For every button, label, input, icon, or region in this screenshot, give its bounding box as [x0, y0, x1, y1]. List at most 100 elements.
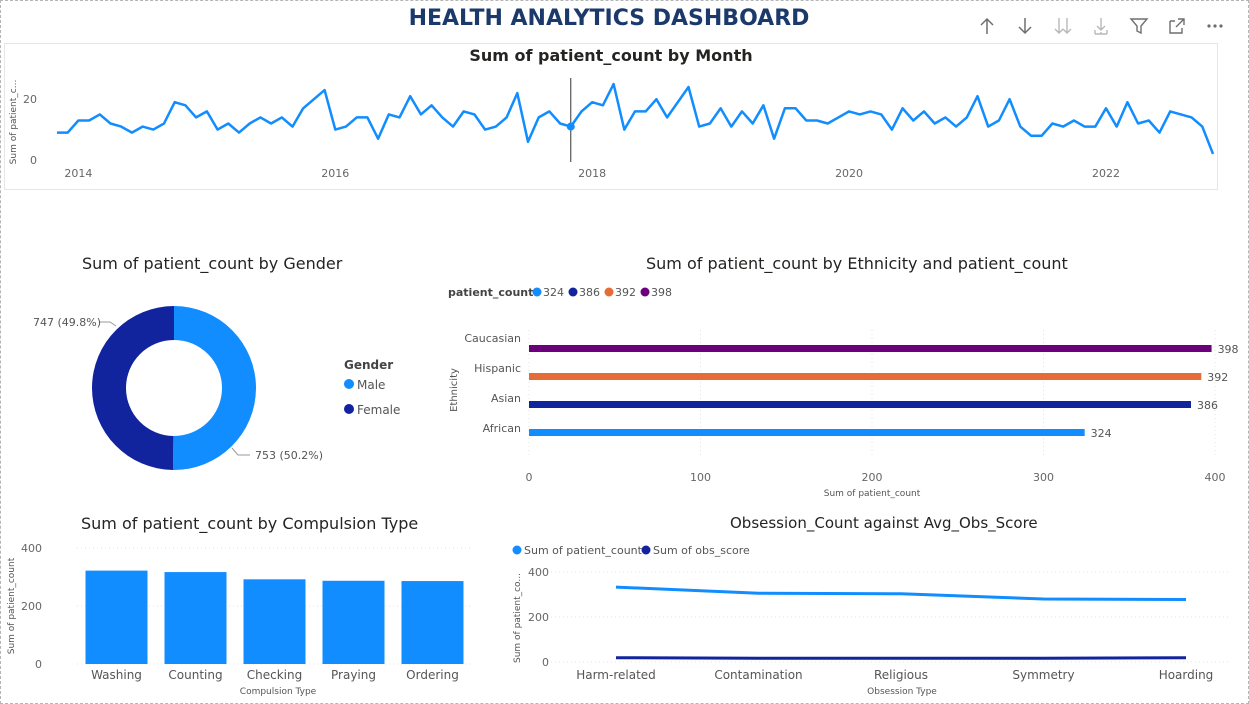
obsession-category-label: Symmetry	[1012, 668, 1074, 682]
compulsion-bar-counting	[164, 572, 227, 664]
month-chart[interactable]: Sum of patient_count by Month Sum of pat…	[4, 43, 1218, 190]
ethnicity-bar-asian	[529, 401, 1191, 408]
filter-icon[interactable]	[1120, 12, 1158, 40]
compulsion-chart-title: Sum of patient_count by Compulsion Type	[81, 514, 419, 533]
compulsion-category-label: Washing	[91, 668, 142, 682]
compulsion-x-axis-label: Compulsion Type	[240, 687, 317, 697]
more-options-icon[interactable]	[1196, 12, 1234, 40]
obsession-legend-marker	[641, 545, 651, 555]
ethnicity-chart-plot: patient_count 324 386 392 398 0 100 200 300 400 Su…	[448, 286, 1239, 499]
ethnicity-chart-title: Sum of patient_count by Ethnicity and pa…	[646, 254, 1068, 273]
compulsion-y-tick-label: 0	[35, 658, 42, 671]
ethnicity-x-tick-label: 400	[1205, 471, 1226, 484]
gender-legend-marker	[344, 379, 354, 389]
ethnicity-legend-label: 324	[543, 286, 564, 299]
month-x-tick-label: 2016	[321, 167, 349, 180]
gender-chart[interactable]: Sum of patient_count by Gender 753 (50.2…	[20, 250, 420, 490]
ethnicity-x-tick-label: 0	[526, 471, 533, 484]
ethnicity-data-label: 324	[1091, 427, 1112, 440]
obsession-series-line-1	[615, 656, 1187, 660]
month-x-tick-label: 2014	[64, 167, 92, 180]
month-y-axis-label: Sum of patient_c...	[9, 80, 19, 165]
compulsion-category-label: Praying	[331, 668, 376, 682]
ethnicity-legend-label: 392	[615, 286, 636, 299]
ethnicity-legend-marker	[604, 287, 614, 297]
obsession-chart-title: Obsession_Count against Avg_Obs_Score	[730, 514, 1038, 532]
compulsion-category-label: Ordering	[406, 668, 459, 682]
month-chart-plot: Sum of patient_c... 0 20 2014 2016 2018 2020 20…	[9, 78, 1215, 180]
ethnicity-legend-marker	[640, 287, 650, 297]
obsession-legend-label: Sum of obs_score	[653, 544, 750, 557]
obsession-y-axis-label: Sum of patient_co...	[513, 573, 523, 663]
month-x-tick-label: 2020	[835, 167, 863, 180]
ethnicity-x-tick-label: 100	[690, 471, 711, 484]
obsession-series-line-0	[615, 585, 1187, 601]
ethnicity-category-label: Hispanic	[474, 362, 521, 375]
month-y-tick-label: 20	[23, 93, 37, 106]
ethnicity-x-axis-label: Sum of patient_count	[824, 489, 921, 499]
compulsion-chart-plot: Sum of patient_count 0 200 400 Washing Counti…	[7, 542, 472, 697]
compulsion-category-label: Counting	[168, 668, 222, 682]
gender-slice-female	[92, 306, 174, 470]
compulsion-chart[interactable]: Sum of patient_count by Compulsion Type …	[4, 510, 494, 700]
month-x-tick-label: 2018	[578, 167, 606, 180]
obsession-category-label: Contamination	[714, 668, 802, 682]
gender-leader-line	[231, 447, 250, 456]
compulsion-y-axis-label: Sum of patient_count	[7, 557, 17, 654]
ethnicity-data-label: 386	[1197, 399, 1218, 412]
gender-legend-label: Male	[357, 378, 385, 392]
obsession-chart[interactable]: Obsession_Count against Avg_Obs_Score Su…	[505, 510, 1240, 700]
ethnicity-bar-hispanic	[529, 373, 1202, 380]
gender-legend-label: Female	[357, 403, 400, 417]
compulsion-bar-ordering	[401, 581, 464, 664]
gender-chart-plot: 753 (50.2%) 747 (49.8%) Gender Male Female	[33, 306, 400, 470]
ethnicity-legend-marker	[532, 287, 542, 297]
gender-legend-title: Gender	[344, 358, 393, 372]
ethnicity-x-tick-label: 300	[1033, 471, 1054, 484]
month-x-tick-label: 2022	[1092, 167, 1120, 180]
arrow-down-icon[interactable]	[1006, 12, 1044, 40]
ethnicity-category-label: Asian	[491, 392, 521, 405]
ethnicity-legend-label: 398	[651, 286, 672, 299]
obsession-category-label: Hoarding	[1159, 668, 1214, 682]
compulsion-bar-washing	[85, 570, 148, 664]
gender-slice-male	[172, 306, 257, 470]
obsession-category-label: Religious	[874, 668, 928, 682]
month-series-line	[57, 82, 1215, 155]
gender-data-label-male: 753 (50.2%)	[255, 449, 323, 462]
ethnicity-x-tick-label: 200	[862, 471, 883, 484]
gender-leader-line	[100, 321, 117, 327]
visual-toolbar	[968, 12, 1234, 40]
obsession-legend-marker	[512, 545, 522, 555]
gender-legend-marker	[344, 404, 354, 414]
ethnicity-y-axis-label: Ethnicity	[449, 368, 460, 412]
ethnicity-legend-title: patient_count	[448, 286, 533, 299]
arrow-up-icon[interactable]	[968, 12, 1006, 40]
double-arrow-down-icon[interactable]	[1044, 12, 1082, 40]
gender-chart-title: Sum of patient_count by Gender	[82, 254, 343, 273]
compulsion-bar-praying	[322, 580, 385, 664]
compulsion-category-label: Checking	[247, 668, 302, 682]
obsession-category-label: Harm-related	[576, 668, 656, 682]
ethnicity-legend-label: 386	[579, 286, 600, 299]
month-chart-title: Sum of patient_count by Month	[469, 46, 753, 65]
obsession-y-tick-label: 200	[528, 611, 549, 624]
obsession-chart-plot: Sum of patient_count Sum of obs_score Sum …	[512, 544, 1230, 697]
ethnicity-bar-caucasian	[529, 345, 1212, 352]
ethnicity-chart[interactable]: Sum of patient_count by Ethnicity and pa…	[440, 250, 1240, 510]
compulsion-bar-checking	[243, 579, 306, 664]
compulsion-y-tick-label: 400	[21, 542, 42, 555]
ethnicity-category-label: Caucasian	[464, 332, 521, 345]
focus-mode-icon[interactable]	[1158, 12, 1196, 40]
month-highlight-point	[566, 122, 575, 131]
compulsion-y-tick-label: 200	[21, 600, 42, 613]
ethnicity-category-label: African	[483, 422, 521, 435]
ethnicity-legend-marker	[568, 287, 578, 297]
month-y-tick-label: 0	[30, 154, 37, 167]
expand-hierarchy-icon[interactable]	[1082, 12, 1120, 40]
obsession-x-axis-label: Obsession Type	[867, 687, 937, 697]
ethnicity-data-label: 392	[1207, 371, 1228, 384]
obsession-y-tick-label: 0	[542, 656, 549, 669]
obsession-y-tick-label: 400	[528, 566, 549, 579]
dashboard-title: HEALTH ANALYTICS DASHBOARD	[408, 6, 810, 31]
